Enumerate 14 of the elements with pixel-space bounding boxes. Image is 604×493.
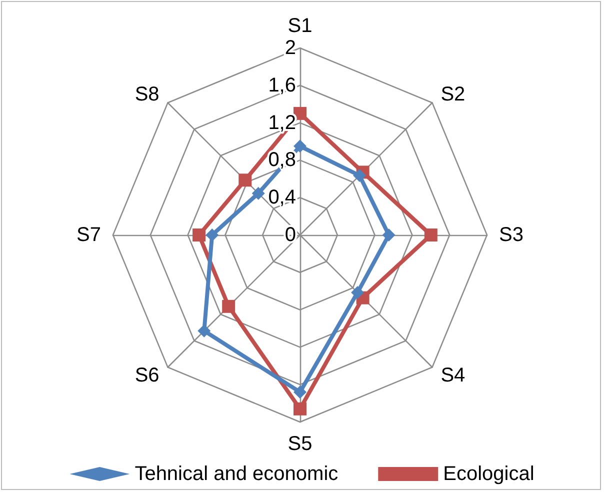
spoke-label: S8 <box>134 83 160 106</box>
spoke-label: S7 <box>76 224 101 246</box>
y-tick-label: 0 <box>284 224 296 246</box>
spoke-label: S1 <box>288 15 312 37</box>
legend-label: Ecological <box>443 463 534 485</box>
spoke-label: S3 <box>499 224 524 246</box>
legend-label: Tehnical and economic <box>134 463 338 485</box>
y-tick-label: 2 <box>284 37 296 59</box>
y-tick-label: 0,4 <box>268 186 296 209</box>
spoke-label: S4 <box>440 364 466 387</box>
y-tick-label: 1,6 <box>268 74 296 96</box>
spoke-label: S6 <box>134 364 160 387</box>
spoke-label: S2 <box>440 83 466 106</box>
spoke-label: S5 <box>288 433 312 455</box>
